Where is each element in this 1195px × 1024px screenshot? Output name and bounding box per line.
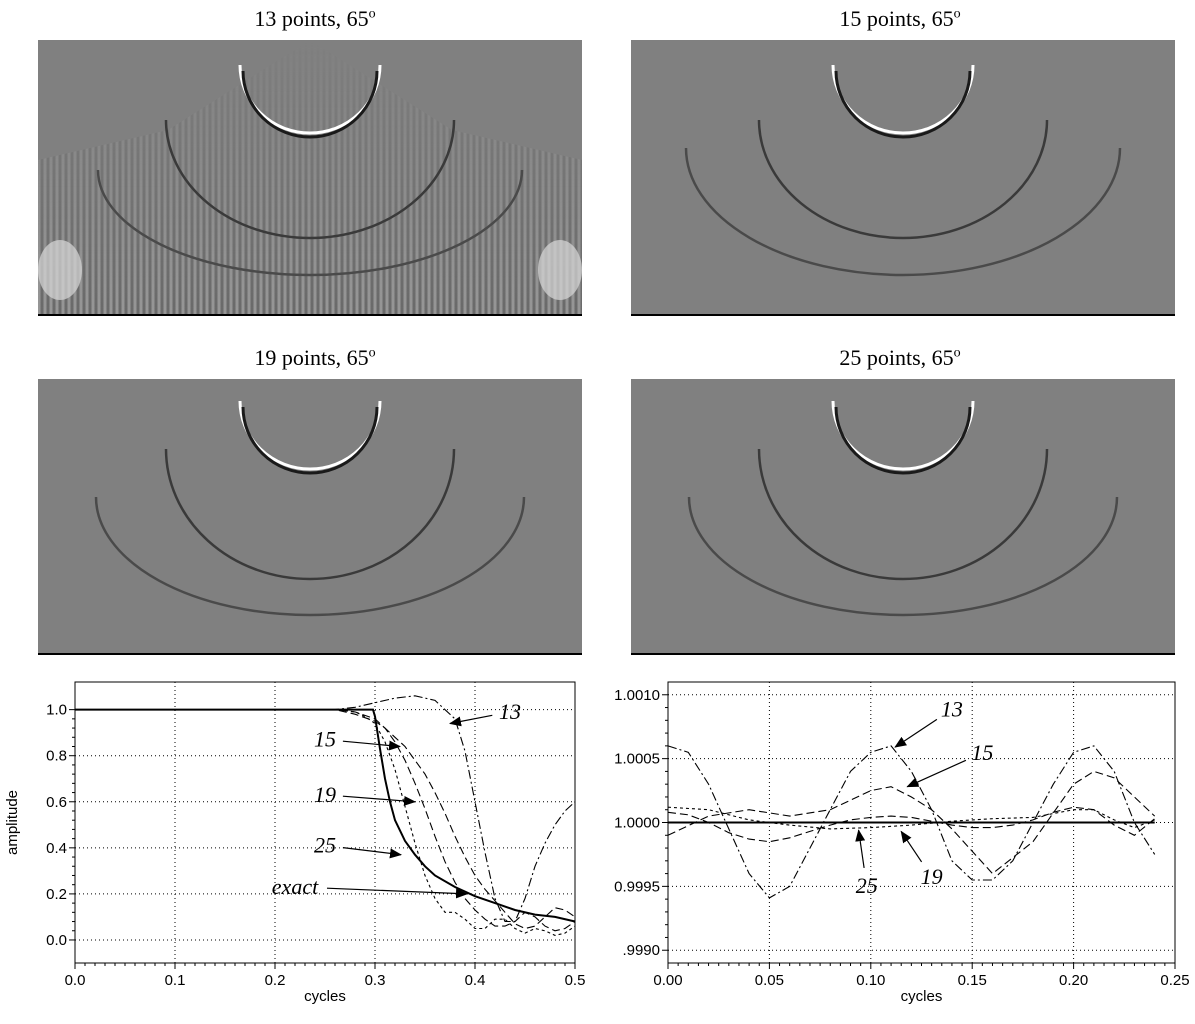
- x-tick-label: 0.4: [465, 972, 486, 989]
- panel-title-15-text: 15 points, 65: [839, 6, 954, 31]
- y-tick-label: 0.8: [46, 748, 67, 765]
- snapshot-background: [631, 379, 1175, 653]
- plot-frame: [74, 681, 576, 964]
- y-tick-label: 1.0: [46, 702, 67, 719]
- annotation-label-25: 25: [314, 832, 336, 857]
- wavefront-inner-dark: [834, 406, 972, 475]
- annotation-arrow-13: [449, 714, 493, 727]
- y-tick-label: 0.6: [46, 794, 67, 811]
- panel-title-25-degree: o: [953, 345, 961, 361]
- series-line-13: [75, 695, 576, 923]
- annotation-arrow-19: [342, 795, 416, 806]
- y-tick-label: 0.0: [46, 932, 67, 949]
- y-tick-label: 0.4: [46, 840, 67, 857]
- wavefront-outer: [684, 147, 1122, 277]
- annotation-label-19: 19: [314, 782, 336, 807]
- panel-title-13-text: 13 points, 65: [254, 6, 369, 31]
- wavefront-middle: [757, 119, 1049, 240]
- panel-title-19: 19 points, 65o: [190, 345, 440, 371]
- x-tick-label: 0.10: [856, 972, 885, 989]
- x-tick-label: 0.25: [1160, 972, 1189, 989]
- x-tick-label: 0.1: [165, 972, 186, 989]
- x-tick-label: 0.20: [1059, 972, 1088, 989]
- annotation-label-13: 13: [941, 696, 963, 721]
- annotation-label-15: 15: [971, 740, 993, 765]
- wavefront-middle: [164, 448, 456, 581]
- panel-title-25: 25 points, 65o: [775, 345, 1025, 371]
- x-tick-label: 0.05: [755, 972, 784, 989]
- x-tick-label: 0.00: [653, 972, 682, 989]
- annotation-label-19: 19: [921, 864, 943, 889]
- panel-title-13-degree: o: [368, 6, 376, 22]
- y-tick-label: 0.2: [46, 886, 67, 903]
- annotation-arrow-15: [906, 759, 967, 788]
- annotation-label-15: 15: [314, 726, 336, 751]
- annotation-label-13: 13: [499, 699, 521, 724]
- x-tick-label: 0.15: [958, 972, 987, 989]
- snapshot-background: [38, 379, 582, 653]
- series-line-13: [667, 745, 1156, 899]
- wavefront-outer: [687, 496, 1119, 617]
- side-artifact-right: [538, 240, 582, 300]
- zoomed-amplitude-chart: 0.00 0.05 0.10 0.15 0.20 0.25 .9990 0.9995 1.000…: [595, 670, 1195, 1020]
- panel-title-15: 15 points, 65o: [775, 6, 1025, 32]
- panel-title-25-text: 25 points, 65: [839, 345, 954, 370]
- annotation-arrow-15: [342, 740, 401, 751]
- panel-title-13: 13 points, 65o: [190, 6, 440, 32]
- amplitude-chart: 0.0 0.1 0.2 0.3 0.4 0.5 0.0 0.2 0.4 0.6 0.8 1.0 cycl…: [0, 670, 590, 1020]
- panel-title-19-text: 19 points, 65: [254, 345, 369, 370]
- x-tick-label: 0.2: [265, 972, 286, 989]
- series-line-19: [667, 806, 1156, 843]
- annotation-arrow-13: [894, 718, 938, 748]
- annotation-arrow-25: [342, 847, 402, 859]
- series-line-exact: [75, 708, 576, 923]
- series-line-15: [667, 770, 1156, 875]
- annotation-arrow-19: [900, 830, 923, 863]
- y-axis-label: amplitude: [4, 790, 21, 855]
- wavefront-middle: [757, 448, 1049, 581]
- y-tick-label: 1.0005: [614, 751, 660, 768]
- wavefront-middle: [164, 119, 456, 240]
- wavefront-inner-dark: [241, 406, 379, 475]
- dispersion-noise: [38, 40, 582, 314]
- amplitude-chart-svg: 0.0 0.1 0.2 0.3 0.4 0.5 0.0 0.2 0.4 0.6 0.8 1.0 cycl…: [4, 681, 586, 1005]
- side-artifact-left: [38, 240, 82, 300]
- series-line-25: [667, 806, 1155, 830]
- x-axis-label: cycles: [304, 988, 346, 1005]
- wavefront-outer: [94, 496, 526, 617]
- wavefront-snapshot-13: [38, 40, 582, 317]
- wavefront-inner-dark: [834, 70, 972, 139]
- y-tick-label: 0.9995: [614, 878, 660, 895]
- wavefront-snapshot-25: [631, 379, 1175, 656]
- x-tick-label: 0.5: [565, 972, 586, 989]
- panel-title-19-degree: o: [368, 345, 376, 361]
- annotation-arrow-25: [855, 829, 866, 868]
- annotation-arrow-exact: [326, 887, 468, 899]
- snapshot-background: [631, 40, 1175, 314]
- wavefront-snapshot-15: [631, 40, 1175, 317]
- x-axis-label: cycles: [901, 988, 943, 1005]
- x-tick-label: 0.3: [365, 972, 386, 989]
- annotation-label-exact: exact: [272, 874, 319, 899]
- wavefront-inner-dark: [241, 70, 379, 139]
- wavefront-snapshot-19: [38, 379, 582, 656]
- zoomed-amplitude-chart-svg: 0.00 0.05 0.10 0.15 0.20 0.25 .9990 0.9995 1.000…: [614, 681, 1190, 1005]
- y-tick-label: 1.0010: [614, 687, 660, 704]
- y-tick-label: .9990: [622, 942, 660, 959]
- y-tick-label: 1.0000: [614, 815, 660, 832]
- panel-title-15-degree: o: [953, 6, 961, 22]
- x-tick-label: 0.0: [65, 972, 86, 989]
- annotation-label-25: 25: [856, 873, 878, 898]
- wavefront-outer: [96, 169, 524, 277]
